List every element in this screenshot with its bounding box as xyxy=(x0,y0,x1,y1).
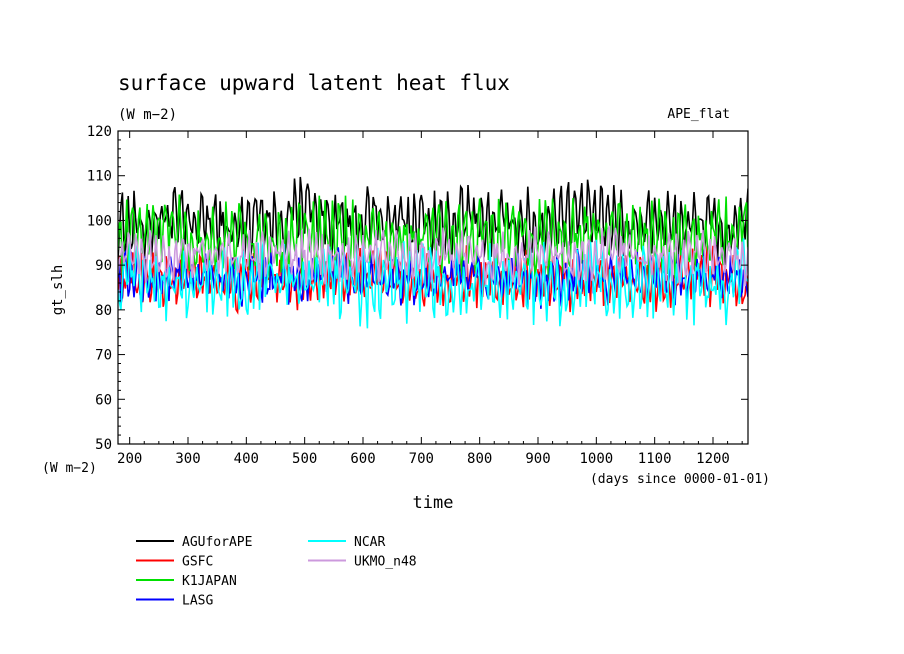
legend-label: GSFC xyxy=(182,555,213,570)
chart-title: surface upward latent heat flux xyxy=(118,71,510,95)
chart-units: (W m−2) xyxy=(118,107,177,123)
x-tick-label: 500 xyxy=(292,451,317,467)
x-tick-label: 1100 xyxy=(638,451,672,467)
legend-label: UKMO_n48 xyxy=(354,555,417,570)
legend-label: K1JAPAN xyxy=(182,574,237,589)
x-tick-label: 600 xyxy=(350,451,375,467)
legend-label: LASG xyxy=(182,594,213,609)
legend-label: AGUforAPE xyxy=(182,535,252,550)
y-tick-label: 90 xyxy=(95,258,112,274)
legend: AGUforAPE GSFC K1JAPAN LASG NCAR UKMO_n48 xyxy=(136,535,417,609)
x-tick-label: 300 xyxy=(175,451,200,467)
series-line-ncar xyxy=(118,238,748,329)
x-tick-label: 1200 xyxy=(696,451,730,467)
y-tick-label: 60 xyxy=(95,392,112,408)
x-tick-label: 1000 xyxy=(579,451,613,467)
series-layer xyxy=(118,176,748,329)
plot-frame xyxy=(117,130,749,445)
y-tick-label: 70 xyxy=(95,348,112,364)
y-tick-label: 80 xyxy=(95,303,112,319)
y-tick-label: 120 xyxy=(87,124,112,140)
y-axis-units: (W m−2) xyxy=(42,461,97,476)
legend-label: NCAR xyxy=(354,535,385,550)
x-axis-label: time xyxy=(413,493,454,513)
x-axis-units: (days since 0000-01-01) xyxy=(590,472,770,487)
series-line-aguforape xyxy=(118,176,748,266)
x-tick-label: 900 xyxy=(525,451,550,467)
axis-ticks: 200 300 400 500 600 700 800 900 1000 1100 1200 50 60… xyxy=(87,124,748,467)
y-axis-label: gt_slh xyxy=(50,265,66,316)
series-line-ukmo-n48 xyxy=(118,225,748,287)
y-tick-label: 50 xyxy=(95,437,112,453)
y-tick-label: 110 xyxy=(87,169,112,185)
x-tick-label: 400 xyxy=(234,451,259,467)
x-tick-label: 800 xyxy=(467,451,492,467)
x-tick-label: 200 xyxy=(117,451,142,467)
experiment-tag: APE_flat xyxy=(667,107,730,122)
y-tick-label: 100 xyxy=(87,213,112,229)
x-tick-label: 700 xyxy=(409,451,434,467)
